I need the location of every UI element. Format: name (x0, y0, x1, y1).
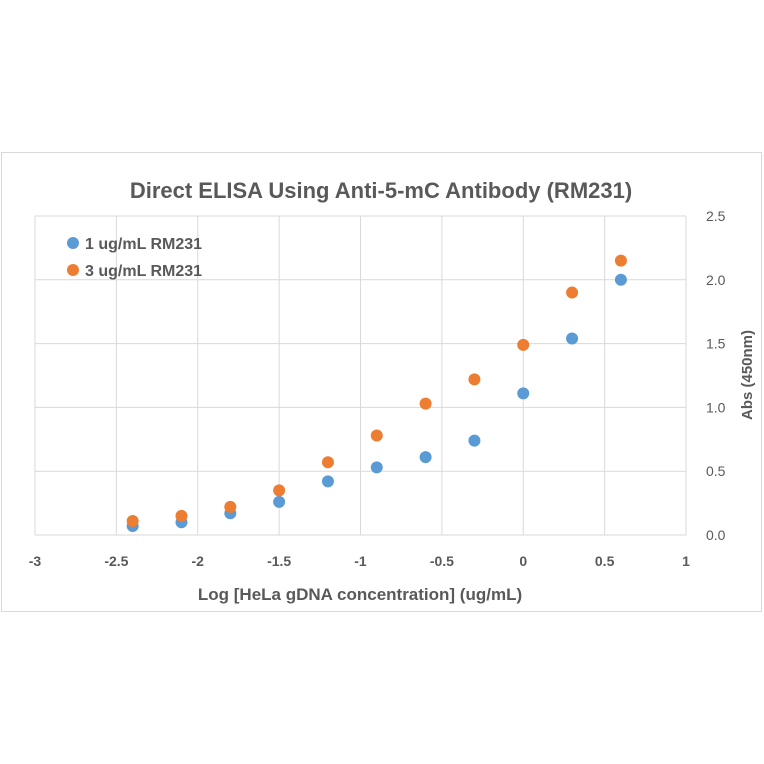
legend-marker-1 (67, 237, 79, 249)
y-tick-label: 0.0 (706, 527, 726, 543)
data-point-2 (370, 429, 383, 442)
y-axis-label: Abs (450nm) (739, 330, 756, 420)
y-tick-label: 0.5 (706, 463, 726, 479)
data-point-2 (224, 500, 237, 513)
data-point-2 (273, 484, 286, 497)
x-tick-label: -0.5 (430, 553, 454, 569)
data-point-2 (517, 338, 530, 351)
legend-label-2: 3 ug/mL RM231 (85, 263, 202, 280)
chart-frame (1, 152, 762, 612)
y-tick-label: 1.0 (706, 399, 726, 415)
x-tick-label: -2.5 (104, 553, 128, 569)
data-point-2 (468, 373, 481, 386)
data-point-1 (517, 387, 530, 400)
data-point-1 (566, 332, 579, 345)
x-tick-label: 1 (682, 553, 690, 569)
x-axis-label: Log [HeLa gDNA concentration] (ug/mL) (198, 585, 522, 604)
data-point-2 (321, 456, 334, 469)
data-point-1 (614, 273, 627, 286)
x-tick-label: -2 (192, 553, 205, 569)
data-point-1 (370, 461, 383, 474)
data-point-2 (614, 254, 627, 267)
data-point-2 (419, 397, 432, 410)
data-point-1 (468, 434, 481, 447)
y-tick-label: 2.0 (706, 272, 726, 288)
data-point-1 (419, 451, 432, 464)
y-tick-label: 2.5 (706, 208, 726, 224)
data-point-2 (175, 509, 188, 522)
data-point-2 (566, 286, 579, 299)
x-tick-label: -1 (354, 553, 367, 569)
legend-marker-2 (67, 264, 79, 276)
y-tick-label: 1.5 (706, 336, 726, 352)
x-tick-label: 0.5 (595, 553, 615, 569)
x-tick-label: -1.5 (267, 553, 291, 569)
legend-label-1: 1 ug/mL RM231 (85, 236, 202, 253)
data-point-2 (126, 514, 139, 527)
data-point-1 (321, 475, 334, 488)
data-point-1 (273, 495, 286, 508)
chart-title: Direct ELISA Using Anti-5-mC Antibody (R… (130, 178, 632, 203)
x-tick-label: 0 (519, 553, 527, 569)
x-tick-label: -3 (29, 553, 42, 569)
